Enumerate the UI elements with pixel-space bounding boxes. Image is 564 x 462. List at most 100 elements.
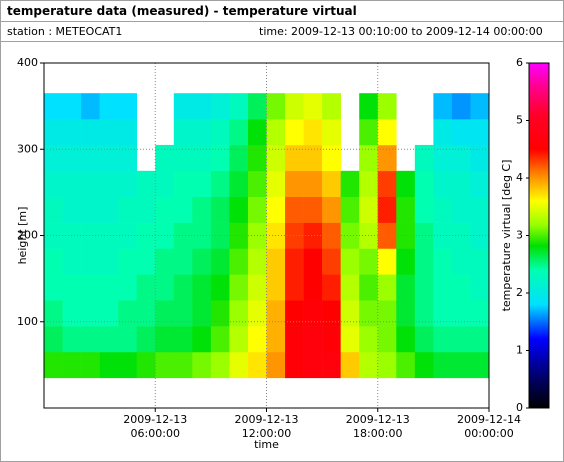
heat-cell — [470, 248, 490, 275]
heat-cell — [210, 300, 230, 327]
heat-cell — [99, 170, 119, 197]
heat-cell — [99, 93, 119, 120]
heat-cell — [285, 196, 304, 223]
heat-cell — [99, 119, 119, 146]
heat-cell — [118, 300, 138, 327]
x-tick-label: 06:00:00 — [131, 427, 180, 440]
heat-cell — [396, 170, 416, 197]
heat-cell — [62, 93, 82, 120]
heat-cell — [81, 170, 100, 197]
heat-cell — [173, 300, 193, 327]
heat-cell — [229, 326, 249, 353]
heat-cell — [433, 248, 453, 275]
plot-border — [43, 62, 490, 409]
heat-cell — [322, 119, 341, 146]
heat-cell — [99, 351, 119, 379]
heat-cell — [247, 326, 267, 353]
heat-cell — [303, 326, 323, 353]
heat-cell — [451, 351, 471, 379]
heat-cell — [118, 222, 138, 249]
heat-cell — [470, 196, 490, 223]
heat-cell — [285, 222, 304, 249]
heat-cell — [470, 93, 490, 120]
heat-cell — [99, 248, 119, 275]
title-bar: temperature data (measured) - temperatur… — [1, 1, 563, 22]
heat-cell — [118, 248, 138, 275]
heat-cell — [266, 274, 286, 301]
heat-cell — [377, 196, 397, 223]
heat-cell — [470, 326, 490, 353]
heat-cell — [285, 93, 304, 120]
heat-cell — [173, 119, 193, 146]
heat-cell — [396, 274, 416, 301]
heat-cell — [470, 119, 490, 146]
heat-cell — [433, 170, 453, 197]
colorbar-tick-label: 1 — [516, 344, 523, 357]
y-tick-label: 200 — [17, 229, 38, 242]
heat-cell — [396, 326, 416, 353]
y-axis-label: height [m] — [16, 207, 29, 265]
time-range: time: 2009-12-13 00:10:00 to 2009-12-14 … — [259, 25, 543, 38]
heat-cell — [192, 326, 212, 353]
heat-cell — [136, 196, 156, 223]
heat-cell — [396, 222, 416, 249]
heat-cell — [62, 170, 82, 197]
heat-cell — [155, 170, 175, 197]
heat-cell — [173, 326, 193, 353]
colorbar-label: temperature virtual [deg C] — [500, 160, 513, 312]
heat-cell — [44, 248, 63, 275]
x-tick-label: 2009-12-13 — [346, 413, 410, 426]
x-tick-label: 12:00:00 — [242, 427, 291, 440]
heat-cell — [192, 119, 212, 146]
heat-cell — [229, 300, 249, 327]
heat-cell — [229, 196, 249, 223]
heat-cell — [433, 326, 453, 353]
heat-cell — [192, 248, 212, 275]
heat-cell — [247, 300, 267, 327]
heat-cell — [377, 222, 397, 249]
heat-cell — [451, 144, 471, 172]
heat-cell — [303, 196, 323, 223]
heat-cell — [173, 196, 193, 223]
heat-cell — [118, 326, 138, 353]
heat-cell — [192, 351, 212, 379]
heat-cell — [62, 119, 82, 146]
heat-cell — [433, 119, 453, 146]
heat-cell — [229, 248, 249, 275]
heat-cell — [247, 274, 267, 301]
heat-cell — [396, 351, 416, 379]
heat-cell — [173, 351, 193, 379]
heat-cell — [414, 144, 434, 172]
heat-cell — [136, 248, 156, 275]
x-tick-label: 2009-12-13 — [123, 413, 187, 426]
heat-cell — [118, 351, 138, 379]
heat-cell — [359, 196, 379, 223]
station: station : METEOCAT1 — [7, 25, 123, 38]
heat-cell — [136, 274, 156, 301]
colorbar-tick-label: 3 — [516, 229, 523, 242]
heat-cell — [285, 119, 304, 146]
heat-cell — [359, 326, 379, 353]
heat-cell — [229, 274, 249, 301]
heat-cell — [210, 222, 230, 249]
heat-cell — [62, 196, 82, 223]
heat-cell — [247, 93, 267, 120]
heat-cell — [285, 170, 304, 197]
heat-cell — [322, 170, 341, 197]
heat-cell — [99, 326, 119, 353]
heat-cell — [377, 170, 397, 197]
heat-cell — [340, 170, 360, 197]
heat-cell — [81, 326, 100, 353]
heat-cell — [81, 300, 100, 327]
heat-cell — [44, 351, 63, 379]
heat-cell — [155, 144, 175, 172]
heat-cell — [303, 351, 323, 379]
heat-cell — [210, 196, 230, 223]
heat-cell — [62, 274, 82, 301]
colorbar-tick-label: 6 — [516, 56, 523, 69]
colorbar-tick-label: 0 — [516, 401, 523, 414]
heat-cell — [377, 274, 397, 301]
heat-cell — [359, 170, 379, 197]
heat-cell — [359, 248, 379, 275]
heat-cell — [396, 248, 416, 275]
